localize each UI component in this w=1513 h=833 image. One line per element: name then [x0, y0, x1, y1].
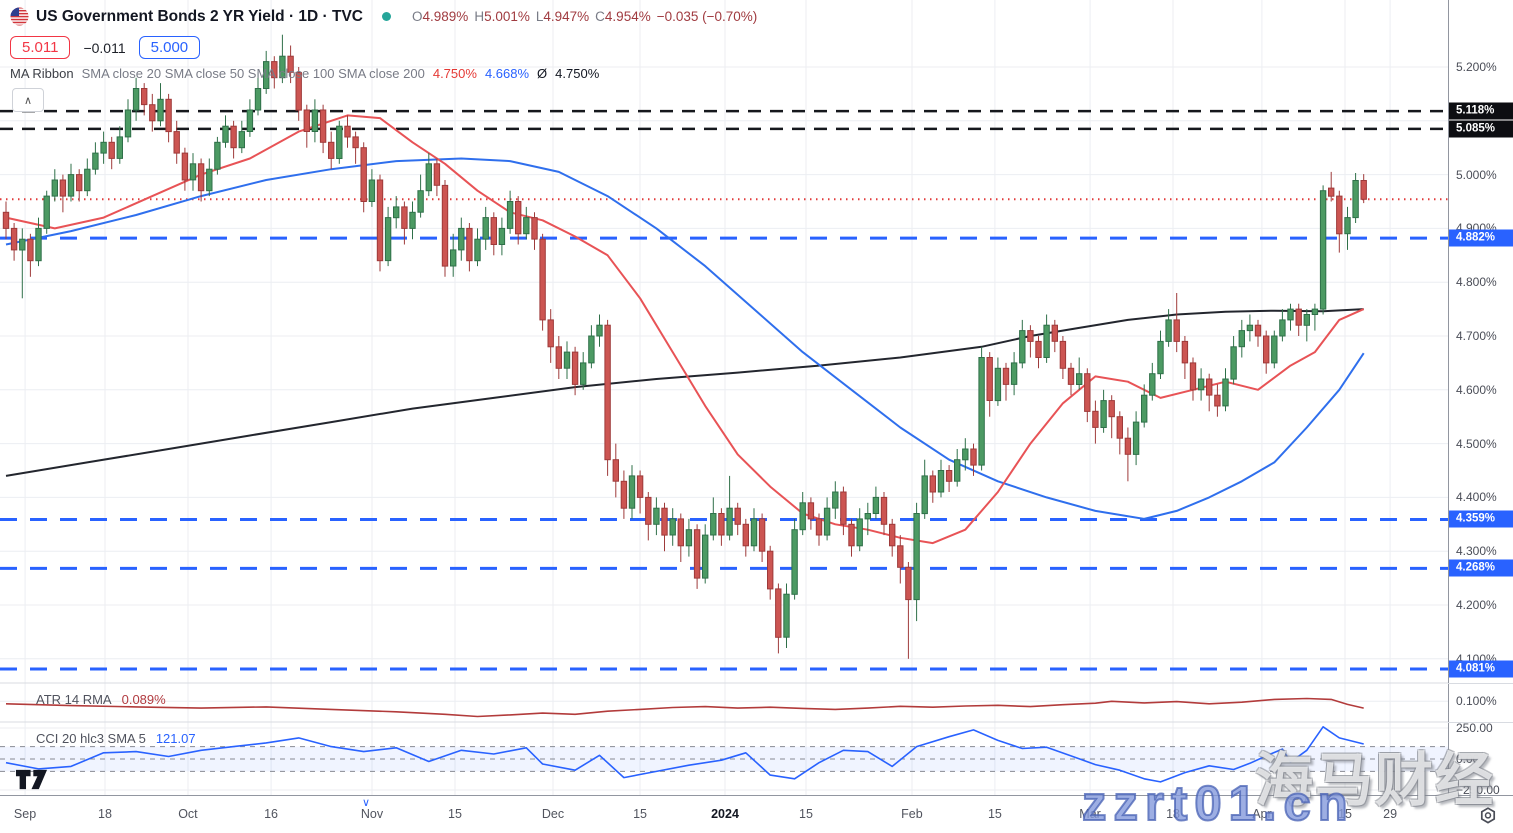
price-tick: 4.300% [1456, 544, 1497, 559]
ma-ribbon-params: SMA close 20 SMA close 50 SMA close 100 … [81, 66, 425, 81]
ma-value-3: 4.750% [555, 66, 600, 81]
price-tick: 4.700% [1456, 329, 1497, 343]
tradingview-logo[interactable] [15, 769, 48, 795]
pane-divider [1448, 683, 1513, 684]
cci-tick: −250.00 [1456, 783, 1500, 797]
time-tick: 18 [98, 807, 112, 821]
symbol-title[interactable]: US Government Bonds 2 YR Yield · 1D · TV… [36, 7, 363, 25]
time-tick: Nov [360, 807, 384, 821]
cci-label: CCI 20 hlc3 SMA 5 [36, 731, 146, 746]
time-tick: Apr [1252, 807, 1272, 821]
time-tick: Feb [901, 807, 923, 821]
axis-settings-gear-icon[interactable] [1478, 806, 1498, 831]
time-tick: Mar [1079, 807, 1101, 821]
price-tick: 5.000% [1456, 167, 1497, 182]
time-tick: 15 [1338, 807, 1352, 821]
ma-ribbon-legend[interactable]: MA Ribbon SMA close 20 SMA close 50 SMA … [10, 66, 599, 81]
quote-row: 5.011 −0.011 5.000 [10, 36, 201, 59]
level-price-label: 4.268% [1449, 559, 1513, 577]
price-tick: 4.800% [1456, 275, 1497, 290]
ask-price-box[interactable]: 5.000 [138, 36, 201, 59]
time-tick: 15 [448, 807, 462, 821]
time-axis-marker-icon: ∨ [362, 797, 371, 809]
watermark-cjk: 海马财经 [1255, 748, 1496, 813]
level-price-label: 4.081% [1449, 660, 1513, 678]
cci-tick: 250.00 [1456, 721, 1493, 735]
market-status-icon [382, 12, 391, 21]
atr-label: ATR 14 RMA [36, 692, 112, 707]
collapse-legend-button[interactable]: ∧ [12, 88, 44, 112]
price-axis[interactable]: % 5.200%5.000%4.900%4.800%4.700%4.600%4.… [1448, 0, 1513, 832]
time-axis[interactable]: Sep 18 Oct 16 Nov 15 Dec 15 2024 15 Feb 15 Mar 18 Apr 1… [0, 795, 1513, 833]
change-value: −0.035 (−0.70%) [656, 9, 758, 24]
price-tick: 4.500% [1456, 436, 1497, 451]
time-tick: 15 [633, 807, 647, 821]
bid-price-box[interactable]: 5.011 [10, 36, 71, 59]
price-tick: 4.200% [1456, 598, 1497, 612]
symbol-legend[interactable]: US Government Bonds 2 YR Yield · 1D · TV… [10, 7, 757, 26]
level-price-label: 4.359% [1449, 510, 1513, 528]
level-price-label: 4.882% [1449, 229, 1513, 247]
time-tick: 2024 [711, 807, 739, 821]
cci-indicator-legend[interactable]: CCI 20 hlc3 SMA 5 121.07 [36, 731, 196, 746]
ohlc-values: O4.989% H5.001% L4.947% C4.954% −0.035 (… [412, 9, 758, 24]
atr-indicator-legend[interactable]: ATR 14 RMA 0.089% [36, 692, 166, 707]
time-tick: 18 [1166, 807, 1180, 821]
time-tick: Oct [178, 807, 198, 821]
time-tick: 16 [264, 807, 279, 821]
level-price-label: 5.085% [1449, 120, 1513, 138]
spread-value: −0.011 [83, 39, 126, 56]
price-tick: 4.400% [1456, 490, 1497, 505]
time-tick: Sep [13, 807, 37, 821]
atr-tick: 0.100% [1456, 694, 1497, 709]
cci-value: 121.07 [155, 731, 196, 746]
chart-canvas[interactable] [0, 0, 1448, 795]
ma-avg-symbol: Ø [537, 66, 548, 81]
price-tick: 5.200% [1456, 60, 1497, 74]
time-tick: 15 [799, 807, 813, 821]
ma-value-1: 4.750% [432, 66, 477, 81]
watermark-url: zzrt01.cn [1081, 776, 1355, 832]
ma-value-2: 4.668% [484, 66, 530, 81]
time-tick: 15 [987, 807, 1002, 821]
price-tick: 4.600% [1456, 382, 1497, 397]
time-tick: 29 [1383, 807, 1398, 821]
time-tick: Dec [541, 807, 565, 821]
us-flag-icon [10, 7, 29, 26]
level-price-label: 5.118% [1449, 102, 1513, 120]
atr-value: 0.089% [121, 692, 166, 707]
cci-tick: 0.00 [1456, 752, 1480, 766]
pane-divider [1448, 722, 1513, 723]
ma-ribbon-name: MA Ribbon [10, 66, 74, 81]
